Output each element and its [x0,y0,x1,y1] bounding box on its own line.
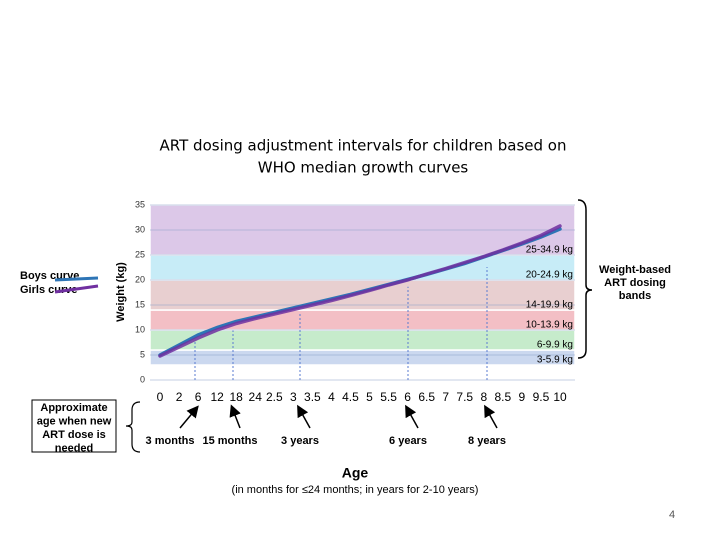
marker-box [206,430,254,452]
x-tick-label: 3 [290,390,297,404]
arrow [484,404,498,429]
band-label: 3-5.9 kg [537,355,573,366]
x-tick-label: 3.5 [304,390,321,404]
band-label: 20-24.9 kg [526,270,573,281]
band-label: 14-19.9 kg [526,300,573,311]
x-tick-label: 7 [442,390,449,404]
band [149,349,576,366]
x-tick-label: 6.5 [418,390,435,404]
x-tick-label: 4.5 [342,390,359,404]
marker-box [277,430,323,452]
y-tick-label: 25 [135,249,145,259]
arrow [297,404,311,429]
x-tick-label: 6 [404,390,411,404]
marker-box [144,430,196,452]
chart-title: WHO median growth curves [258,159,469,177]
x-tick-label: 8 [480,390,487,404]
x-tick-label: 5.5 [380,390,397,404]
y-axis-label: Weight (kg) [115,262,127,322]
marker-box [462,430,512,452]
x-tick-label: 0 [157,390,164,404]
y-tick-label: 35 [135,199,145,209]
legend-swatch [54,276,99,282]
x-tick-label: 5 [366,390,373,404]
x-axis-label: Age [342,465,369,481]
age-marker: 6 years [389,435,427,447]
legend-label: Girls curve [20,284,77,296]
x-tick-label: 6 [195,390,202,404]
chart-title: ART dosing adjustment intervals for chil… [160,137,567,155]
y-tick-label: 10 [135,324,145,334]
x-tick-label: 18 [230,390,244,404]
arrow [405,404,419,429]
band-label: 10-13.9 kg [526,320,573,331]
x-tick-label: 24 [249,390,263,404]
x-tick-label: 9 [519,390,526,404]
y-tick-label: 20 [135,274,145,284]
x-tick-label: 2 [176,390,183,404]
arrow [179,405,199,429]
line [158,224,562,358]
x-tick-label: 10 [553,390,567,404]
marker-box [378,430,438,452]
x-tick-label: 4 [328,390,335,404]
age-marker: 8 years [468,435,506,447]
age-marker: 3 months [146,435,195,447]
band [149,279,576,311]
x-tick-label: 7.5 [456,390,473,404]
band-label: 25-34.9 kg [526,245,573,256]
bracket [125,401,141,453]
x-tick-label: 8.5 [495,390,512,404]
age-marker: 3 years [281,435,319,447]
y-tick-label: 30 [135,224,145,234]
note-box [31,399,117,453]
x-axis-sublabel: (in months for ≤24 months; in years for … [232,484,479,496]
band-label: 6-9.9 kg [537,340,573,351]
x-tick-label: 2.5 [266,390,283,404]
y-tick-label: 15 [135,299,145,309]
age-note: Approximate age when new ART dose is needed [37,402,112,455]
x-tick-label: 12 [210,390,224,404]
page-number: 4 [669,509,675,521]
legend-swatch [54,284,99,294]
plot [149,204,576,381]
y-tick-label: 0 [140,374,145,384]
x-tick-label: 9.5 [533,390,550,404]
age-marker: 15 months [202,435,257,447]
bands-label: Weight-based ART dosing bands [599,264,671,302]
band [149,254,576,281]
bracket [577,199,593,359]
y-tick-label: 5 [140,349,145,359]
arrow [229,404,241,429]
